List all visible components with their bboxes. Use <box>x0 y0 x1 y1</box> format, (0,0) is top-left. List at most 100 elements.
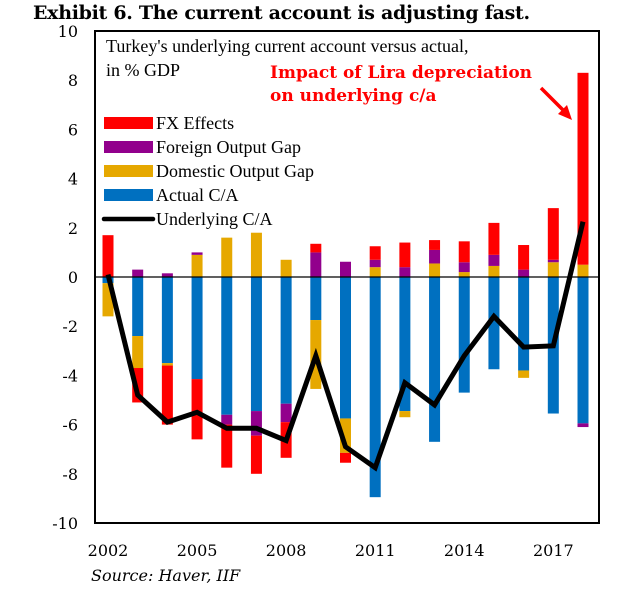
y-tick-label: -4 <box>62 366 78 385</box>
bar-fx-effects-2012 <box>399 242 411 268</box>
bar-actual-c-a-2008 <box>280 277 292 404</box>
bar-fx-effects-2015 <box>488 222 500 255</box>
bar-actual-c-a-2015 <box>488 277 500 370</box>
source-note: Source: Haver, IIF <box>91 566 241 585</box>
legend: FX Effects Foreign Output Gap Domestic Out… <box>101 113 314 229</box>
bar-actual-c-a-2016 <box>518 277 530 371</box>
bar-fx-effects-2009 <box>310 243 322 253</box>
x-tick-label: 2011 <box>355 541 396 560</box>
y-tick-label: -2 <box>62 317 78 336</box>
bar-foreign-output-gap-2003 <box>132 269 144 277</box>
y-tick-label: -10 <box>52 514 78 533</box>
bar-foreign-output-gap-2016 <box>518 269 530 277</box>
underlying-ca-line <box>105 221 586 472</box>
bar-foreign-output-gap-2005 <box>191 252 203 255</box>
bar-domestic-output-gap-2014 <box>458 272 470 277</box>
legend-swatch <box>104 141 153 153</box>
x-tick-label: 2014 <box>444 541 485 560</box>
bar-domestic-output-gap-2018 <box>577 264 589 277</box>
bar-foreign-output-gap-2010 <box>340 261 351 277</box>
bar-fx-effects-2010 <box>340 452 351 463</box>
y-tick-label: 10 <box>58 22 78 41</box>
legend-label: Actual C/A <box>156 185 239 205</box>
bar-domestic-output-gap-2012 <box>399 411 411 418</box>
bar-actual-c-a-2004 <box>161 277 173 364</box>
bar-actual-c-a-2011 <box>369 277 381 498</box>
bar-domestic-output-gap-2013 <box>429 263 441 277</box>
bar-foreign-output-gap-2013 <box>429 249 441 264</box>
bar-actual-c-a-2005 <box>191 277 203 380</box>
bar-fx-effects-2004 <box>161 365 173 425</box>
bar-foreign-output-gap-2004 <box>161 273 173 277</box>
y-tick-label: -6 <box>62 416 78 435</box>
bar-fx-effects-2018 <box>577 72 589 265</box>
bar-fx-effects-2006 <box>221 424 233 468</box>
bar-domestic-output-gap-2005 <box>191 254 203 277</box>
y-tick-label: 8 <box>68 71 78 90</box>
bar-foreign-output-gap-2007 <box>250 411 262 436</box>
bar-domestic-output-gap-2008 <box>280 259 292 277</box>
bar-domestic-output-gap-2007 <box>250 232 262 277</box>
bar-actual-c-a-2003 <box>132 277 144 337</box>
bar-foreign-output-gap-2009 <box>310 252 322 277</box>
bar-actual-c-a-2006 <box>221 277 233 415</box>
bar-domestic-output-gap-2016 <box>518 370 530 378</box>
bar-actual-c-a-2013 <box>429 277 441 442</box>
bar-domestic-output-gap-2017 <box>547 262 559 277</box>
annotation-line-1: Impact of Lira depreciation <box>270 63 532 83</box>
bar-actual-c-a-2012 <box>399 277 411 412</box>
x-tick-label: 2008 <box>266 541 307 560</box>
bar-domestic-output-gap-2004 <box>161 363 173 366</box>
bar-foreign-output-gap-2014 <box>458 262 470 273</box>
legend-label: FX Effects <box>156 113 234 133</box>
bar-actual-c-a-2010 <box>340 277 351 419</box>
bar-fx-effects-2002 <box>102 235 114 277</box>
x-tick-label: 2005 <box>177 541 218 560</box>
bar-domestic-output-gap-2006 <box>221 237 233 277</box>
y-tick-label: 0 <box>68 268 78 287</box>
x-axis-ticks: 2002 2005 2008 2011 2014 2017 <box>88 541 574 560</box>
bar-actual-c-a-2018 <box>577 277 589 424</box>
y-tick-label: -8 <box>62 465 78 484</box>
bar-foreign-output-gap-2018 <box>577 423 589 428</box>
plot-frame <box>94 30 600 524</box>
annotation-line-2: on underlying c/a <box>270 86 437 106</box>
legend-swatch <box>104 165 153 177</box>
legend-swatch <box>104 117 153 129</box>
bar-fx-effects-2011 <box>369 246 381 260</box>
chart-subtitle: in % GDP <box>106 60 180 80</box>
bar-foreign-output-gap-2006 <box>221 414 233 425</box>
annotation-arrow-icon <box>539 86 572 120</box>
bar-domestic-output-gap-2011 <box>369 267 381 277</box>
bar-domestic-output-gap-2002 <box>102 283 114 317</box>
bar-domestic-output-gap-2010 <box>340 418 351 453</box>
y-axis-ticks: 10 8 6 4 2 0 -2 -4 -6 -8 -10 <box>52 22 78 533</box>
y-tick-label: 6 <box>68 120 78 139</box>
bar-fx-effects-2014 <box>458 241 470 263</box>
y-tick-label: 4 <box>68 170 78 189</box>
legend-label: Underlying C/A <box>156 209 273 229</box>
x-tick-label: 2002 <box>88 541 129 560</box>
bar-fx-effects-2013 <box>429 240 441 250</box>
bar-fx-effects-2007 <box>250 435 262 474</box>
bar-fx-effects-2016 <box>518 245 530 270</box>
exhibit-title: Exhibit 6. The current account is adjust… <box>33 2 530 24</box>
bar-actual-c-a-2007 <box>250 277 262 412</box>
bar-domestic-output-gap-2003 <box>132 336 144 369</box>
y-tick-label: 2 <box>68 219 78 238</box>
bar-fx-effects-2017 <box>547 208 559 260</box>
bar-domestic-output-gap-2015 <box>488 265 500 277</box>
bar-actual-c-a-2009 <box>310 277 322 321</box>
chart-title: Turkey's underlying current account vers… <box>106 36 468 56</box>
bar-foreign-output-gap-2008 <box>280 403 292 423</box>
bar-foreign-output-gap-2011 <box>369 259 381 268</box>
bar-actual-c-a-2014 <box>458 277 470 393</box>
bar-foreign-output-gap-2012 <box>399 267 411 277</box>
x-tick-label: 2017 <box>533 541 574 560</box>
bar-foreign-output-gap-2015 <box>488 254 500 266</box>
legend-label: Foreign Output Gap <box>156 137 301 157</box>
legend-label: Domestic Output Gap <box>156 161 314 181</box>
bar-foreign-output-gap-2017 <box>547 259 559 263</box>
legend-swatch <box>104 189 153 201</box>
